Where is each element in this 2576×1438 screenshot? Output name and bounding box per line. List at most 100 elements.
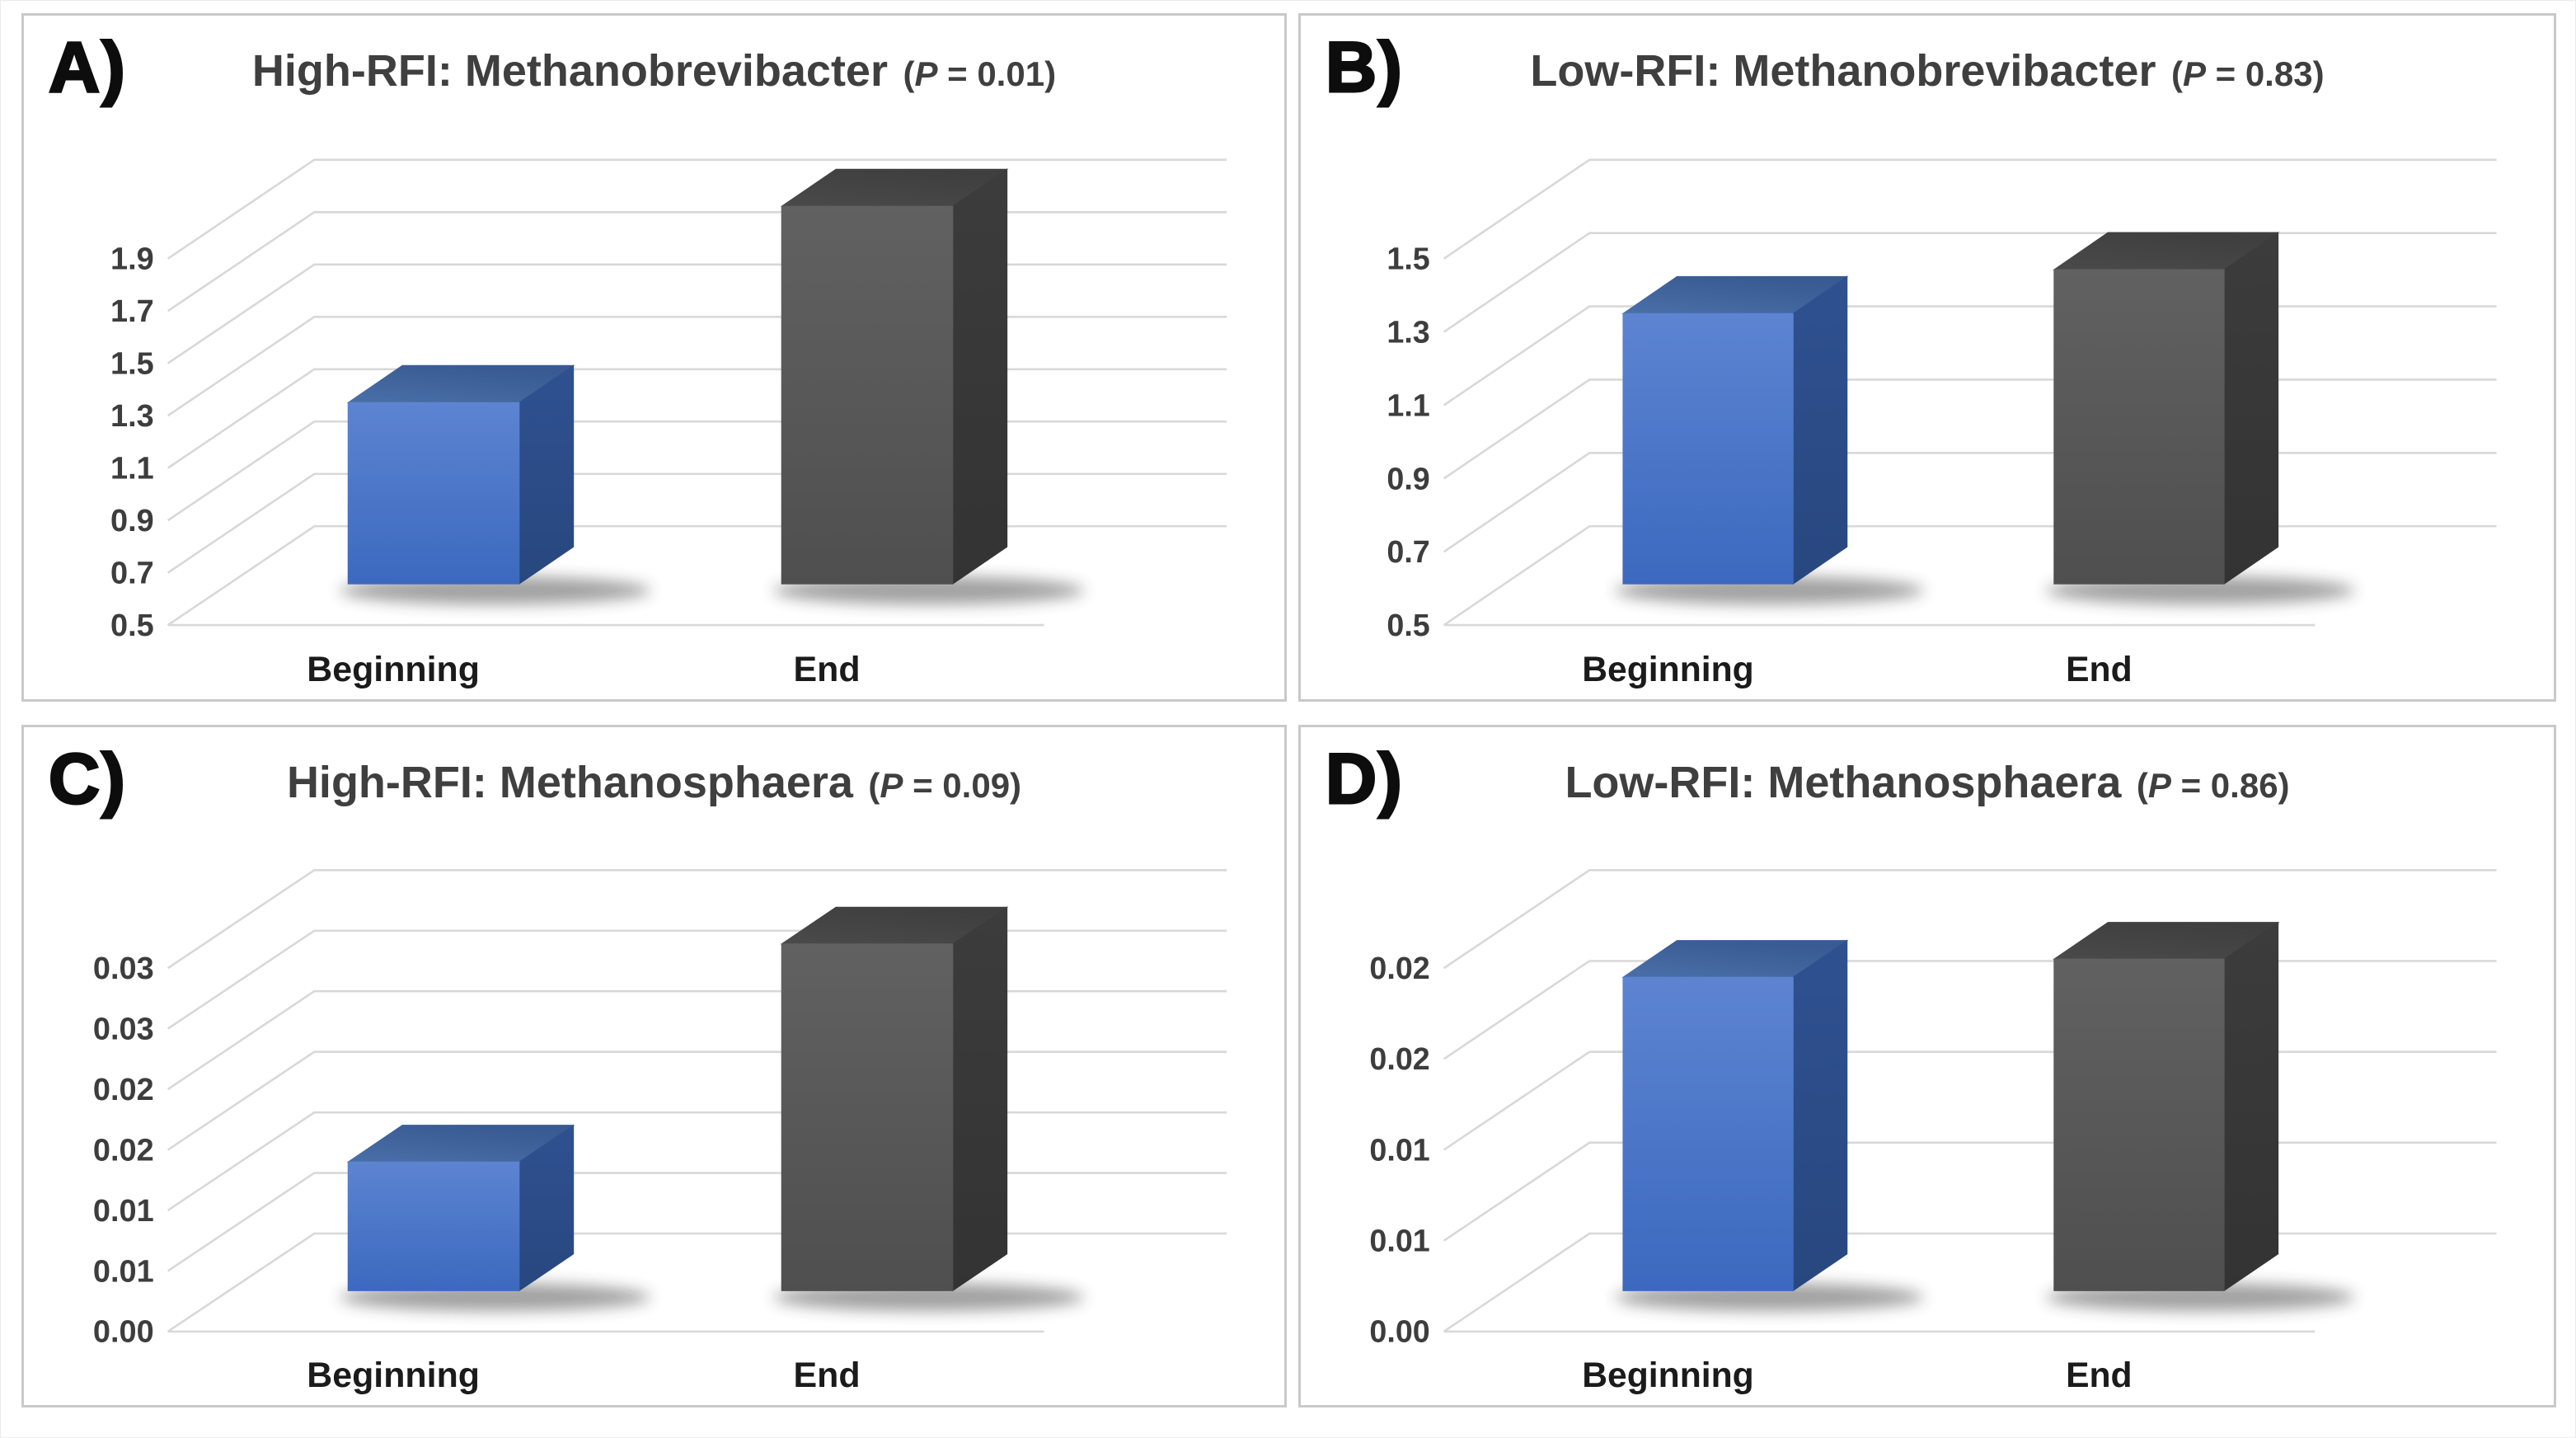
- y-axis-tick-label: 0.7: [110, 557, 154, 591]
- y-axis-tick-label: 0.01: [93, 1194, 154, 1229]
- chart-D: 0.00 0.01 0.01 0.02 0.02 Beginning End: [1369, 869, 2497, 1395]
- bar-beginning: [347, 1161, 520, 1291]
- y-axis-tick-label: 1.3: [110, 399, 154, 434]
- y-axis-tick-label: 0.02: [93, 1073, 154, 1107]
- bar-side-end: [2223, 232, 2279, 585]
- gridline: [167, 1050, 1227, 1151]
- category-label-beginning: Beginning: [1582, 1356, 1753, 1395]
- gridline: [1443, 232, 2497, 333]
- gridline: [167, 158, 1227, 260]
- y-axis-tick-label: 0.01: [93, 1254, 154, 1289]
- gridline: [1443, 524, 2497, 627]
- category-label-beginning: Beginning: [1582, 650, 1754, 689]
- bar-side-end: [952, 168, 1008, 585]
- bar-end: [2053, 958, 2225, 1291]
- y-axis-tick-label: 0.03: [93, 952, 154, 986]
- panel-p-value-c: (P = 0.09): [868, 766, 1022, 805]
- gridline: [167, 869, 1227, 970]
- panel-title-d: Low-RFI: Methanosphaera: [1565, 758, 2122, 807]
- bar-side-beginning: [1792, 939, 1848, 1292]
- y-axis-tick-label: 1.5: [1387, 242, 1429, 277]
- y-axis-tick-label: 0.02: [93, 1134, 154, 1168]
- gridline: [167, 368, 1227, 469]
- y-axis-tick-label: 0.5: [1387, 609, 1429, 643]
- chart-C: 0.00 0.01 0.01 0.02 0.02 0.03 0.03 Beginning End: [93, 869, 1227, 1395]
- gridline: [1443, 869, 2497, 970]
- gridline: [167, 524, 1227, 627]
- gridline: [1443, 1050, 2497, 1151]
- y-axis-tick-label: 1.1: [110, 452, 154, 486]
- panel-letter-a: A): [48, 27, 127, 109]
- y-axis-tick-label: 0.01: [1369, 1132, 1429, 1167]
- y-axis-tick-label: 0.5: [110, 609, 154, 643]
- y-axis-tick-label: 1.5: [110, 347, 154, 382]
- gridline: [167, 1232, 1227, 1332]
- gridline: [1443, 1232, 2497, 1332]
- category-label-end: End: [794, 650, 861, 689]
- y-axis-tick-label: 0.02: [1369, 951, 1429, 985]
- gridline: [167, 420, 1227, 522]
- panel-p-value-b: (P = 0.83): [2170, 54, 2325, 93]
- y-axis-tick-label: 0.9: [110, 504, 154, 538]
- bar-side-end: [952, 906, 1008, 1292]
- y-axis-tick-label: 0.9: [1387, 462, 1429, 496]
- chart-A: 0.5 0.7 0.9 1.1 1.3 1.5 1.7 1.9 Beginning End: [110, 158, 1227, 689]
- figure-panel-b: B) Low-RFI: Methanobrevibacter (P = 0.83…: [1298, 13, 2556, 702]
- figure-panel-c: C) High-RFI: Methanosphaera (P = 0.09) 0…: [21, 725, 1287, 1407]
- bar-side-beginning: [518, 364, 575, 585]
- bar-side-end: [2223, 921, 2279, 1292]
- category-label-beginning: Beginning: [307, 1356, 480, 1395]
- figure-panel-d: D) Low-RFI: Methanosphaera (P = 0.86) 0.…: [1298, 725, 2556, 1407]
- panel-header-c: High-RFI: Methanosphaera (P = 0.09): [24, 757, 1284, 808]
- panel-title-a: High-RFI: Methanobrevibacter: [251, 46, 888, 96]
- category-label-end: End: [2066, 650, 2133, 689]
- panel-p-value-a: (P = 0.01): [903, 54, 1057, 93]
- panel-header-a: High-RFI: Methanobrevibacter (P = 0.01): [24, 45, 1284, 96]
- panel-letter-d: D): [1325, 739, 1404, 820]
- y-axis-tick-label: 1.1: [1387, 388, 1429, 423]
- panel-letter-b: B): [1325, 27, 1404, 109]
- gridline: [167, 929, 1227, 1030]
- y-axis-tick-label: 1.7: [110, 294, 154, 329]
- y-axis-tick-label: 0.00: [93, 1315, 154, 1350]
- bar-beginning: [1622, 976, 1794, 1291]
- y-axis-tick-label: 0.01: [1369, 1224, 1429, 1258]
- panel-p-value-d: (P = 0.86): [2136, 766, 2290, 805]
- gridline: [167, 1111, 1227, 1212]
- y-axis-tick-label: 0.02: [1369, 1041, 1429, 1076]
- gridline: [167, 315, 1227, 417]
- gridline: [167, 989, 1227, 1091]
- bar-end: [2053, 269, 2225, 585]
- gridline: [167, 263, 1227, 364]
- y-axis-tick-label: 0.03: [93, 1013, 154, 1047]
- gridline: [1443, 158, 2497, 260]
- bar-end: [781, 205, 954, 585]
- bar-beginning: [347, 402, 520, 585]
- y-axis-tick-label: 1.3: [1387, 315, 1429, 350]
- gridline: [1443, 960, 2497, 1060]
- category-label-end: End: [794, 1356, 861, 1395]
- figure-panel-a: A) High-RFI: Methanobrevibacter (P = 0.0…: [21, 13, 1287, 702]
- bar-end: [781, 943, 954, 1291]
- panel-header-d: Low-RFI: Methanosphaera (P = 0.86): [1301, 757, 2554, 808]
- gridline: [1443, 305, 2497, 406]
- panel-header-b: Low-RFI: Methanobrevibacter (P = 0.83): [1301, 45, 2554, 96]
- panel-title-c: High-RFI: Methanosphaera: [286, 758, 853, 807]
- y-axis-tick-label: 0.00: [1369, 1314, 1429, 1349]
- chart-B: 0.5 0.7 0.9 1.1 1.3 1.5 Beginning End: [1387, 158, 2497, 689]
- bar-side-beginning: [1792, 275, 1848, 585]
- gridline: [1443, 378, 2497, 480]
- bar-beginning: [1622, 313, 1794, 585]
- gridline: [167, 1172, 1227, 1272]
- gridline: [167, 210, 1227, 313]
- y-axis-tick-label: 1.9: [110, 242, 154, 277]
- gridline: [1443, 452, 2497, 553]
- category-label-end: End: [2066, 1356, 2133, 1395]
- gridline: [1443, 1141, 2497, 1242]
- y-axis-tick-label: 0.7: [1387, 535, 1429, 570]
- gridline: [167, 472, 1227, 574]
- category-label-beginning: Beginning: [307, 650, 480, 689]
- panel-letter-c: C): [48, 739, 127, 820]
- panel-title-b: Low-RFI: Methanobrevibacter: [1530, 46, 2156, 96]
